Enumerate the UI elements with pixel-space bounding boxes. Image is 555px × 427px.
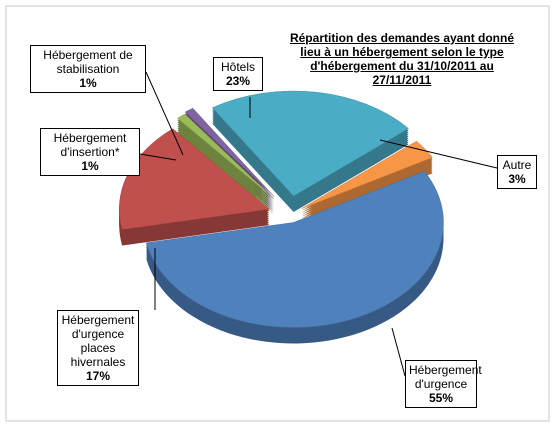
leader-line: [379, 139, 498, 169]
data-label: Hébergement d'urgence places hivernales 1…: [57, 310, 139, 386]
label-name: Hôtels: [220, 60, 255, 74]
label-name: Hébergement d'urgence places hivernales: [61, 313, 135, 369]
slice: [301, 140, 433, 209]
data-label: Hébergement de stabilisation 1%: [30, 45, 146, 93]
data-label: Hôtels 23%: [213, 57, 263, 91]
label-value: 1%: [79, 76, 97, 90]
data-label: Hébergement d'insertion* 1%: [40, 128, 140, 176]
label-value: 23%: [225, 74, 251, 88]
chart-title: Répartition des demandes ayant donné lie…: [289, 31, 515, 87]
slice: [145, 170, 444, 328]
label-name: Autre: [502, 158, 532, 172]
slice: [184, 107, 275, 197]
label-value: 1%: [81, 159, 99, 173]
leader-line: [391, 327, 406, 377]
slice: [211, 90, 409, 197]
label-name: Hébergement d'insertion*: [53, 131, 127, 159]
data-label: Autre 3%: [497, 155, 537, 189]
slice: [177, 113, 275, 199]
leader-line: [145, 71, 184, 156]
data-label: Hébergement d'urgence 55%: [405, 360, 482, 408]
label-value: 17%: [85, 369, 111, 383]
leader-line: [139, 153, 177, 161]
label-value: 3%: [508, 172, 526, 186]
label-name: Hébergement d'urgence: [409, 363, 482, 391]
label-value: 55%: [428, 391, 454, 405]
label-name: Hébergement de stabilisation: [43, 48, 133, 76]
